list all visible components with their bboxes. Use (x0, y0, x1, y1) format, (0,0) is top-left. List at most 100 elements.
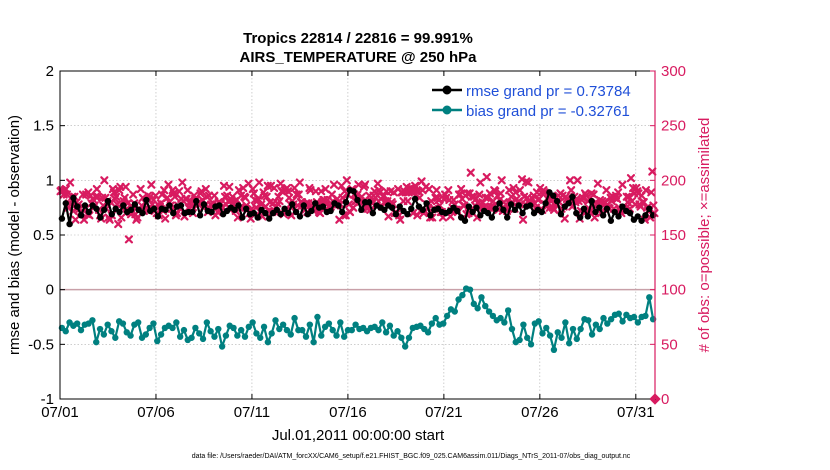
obs-point (316, 209, 325, 218)
obs-point (317, 187, 326, 196)
obs-point (275, 197, 284, 206)
rmse-point (254, 214, 261, 221)
bias-point (249, 319, 256, 326)
bias-point (466, 286, 474, 293)
obs-point (349, 203, 358, 212)
rmse-point (473, 204, 480, 211)
bias-point (157, 331, 165, 338)
rmse-point (365, 199, 373, 206)
bias-point (310, 338, 317, 346)
left-y-tick-label: 2 (46, 63, 54, 80)
obs-point (120, 193, 129, 202)
obs-point (66, 178, 75, 187)
x-axis-label: Jul.01,2011 00:00:00 start (272, 427, 445, 444)
rmse-point (519, 209, 526, 217)
bias-point (546, 332, 554, 339)
bias-point (272, 317, 279, 324)
bias-point (192, 324, 199, 332)
bias-point (325, 320, 333, 327)
obs-point (234, 186, 244, 195)
bias-point (443, 312, 451, 320)
bias-point (108, 328, 115, 335)
bias-point (283, 326, 291, 334)
rmse-point (335, 202, 342, 209)
bias-point (615, 310, 622, 317)
bias-point (379, 319, 386, 326)
bias-point (394, 328, 401, 335)
bias-point (600, 314, 607, 322)
rmse-point (74, 203, 81, 210)
obs-point (618, 180, 627, 189)
rmse-point (542, 200, 549, 207)
bias-point (119, 320, 127, 327)
obs-point (133, 213, 142, 222)
rmse-point (208, 208, 215, 216)
bias-point (424, 329, 432, 336)
obs-point (321, 184, 330, 194)
bias-point (337, 319, 344, 326)
rmse-point (469, 208, 476, 216)
obs-point (573, 176, 582, 185)
legend-rmse-label: rmse grand pr = 0.73784 (466, 83, 631, 100)
bias-point (646, 294, 653, 301)
obs-point (432, 186, 441, 195)
bias-point (112, 334, 119, 341)
bias-point (485, 308, 493, 315)
obs-point (178, 178, 187, 187)
bias-point (543, 324, 550, 332)
rmse-point (262, 209, 269, 217)
obs-point (614, 188, 623, 197)
obs-point (105, 215, 114, 224)
rmse-point (557, 211, 565, 218)
rmse-point (511, 206, 519, 214)
obs-point (517, 175, 527, 184)
rmse-point (77, 212, 85, 219)
obs-point (210, 191, 219, 200)
left-y-tick-label: 1.5 (33, 118, 54, 135)
obs-point (534, 194, 544, 204)
obs-point (129, 190, 138, 199)
bias-point (196, 330, 203, 337)
rmse-point (603, 205, 611, 212)
bias-point (569, 325, 577, 333)
obs-point (161, 214, 170, 223)
rmse-point (312, 200, 319, 207)
rmse-point (538, 208, 545, 216)
bias-point (459, 291, 466, 299)
bias-point (169, 324, 176, 332)
bias-point (596, 325, 603, 333)
obs-point (151, 191, 160, 200)
obs-point (342, 176, 351, 185)
obs-point (175, 187, 184, 196)
legend-box (426, 76, 646, 124)
rmse-point (492, 205, 499, 212)
rmse-point (177, 202, 185, 209)
rmse-point (166, 202, 173, 209)
rmse-point (139, 209, 146, 217)
bias-point (455, 296, 462, 303)
bias-point (257, 334, 264, 341)
rmse-point (626, 209, 634, 217)
obs-point (466, 168, 475, 177)
rmse-point (338, 208, 346, 216)
bias-point (386, 322, 394, 329)
rmse-point (588, 197, 595, 205)
obs-point (565, 176, 575, 185)
obs-point (114, 219, 123, 229)
rmse-point (70, 194, 77, 202)
obs-point (147, 180, 156, 189)
bias-point (478, 294, 485, 301)
rmse-point (250, 209, 258, 217)
obs-point (100, 176, 109, 185)
obs-point (483, 193, 492, 202)
rmse-point (170, 209, 177, 217)
obs-point (457, 184, 466, 194)
bias-point (96, 325, 104, 333)
bias-point (398, 334, 405, 341)
x-tick-label: 07/01 (41, 404, 79, 421)
rmse-point (108, 211, 116, 218)
left-y-tick-label: 1 (46, 172, 54, 189)
bias-point (497, 314, 504, 322)
legend: rmse grand pr = 0.73784 bias grand pr = … (426, 76, 646, 124)
rmse-point (196, 212, 204, 219)
